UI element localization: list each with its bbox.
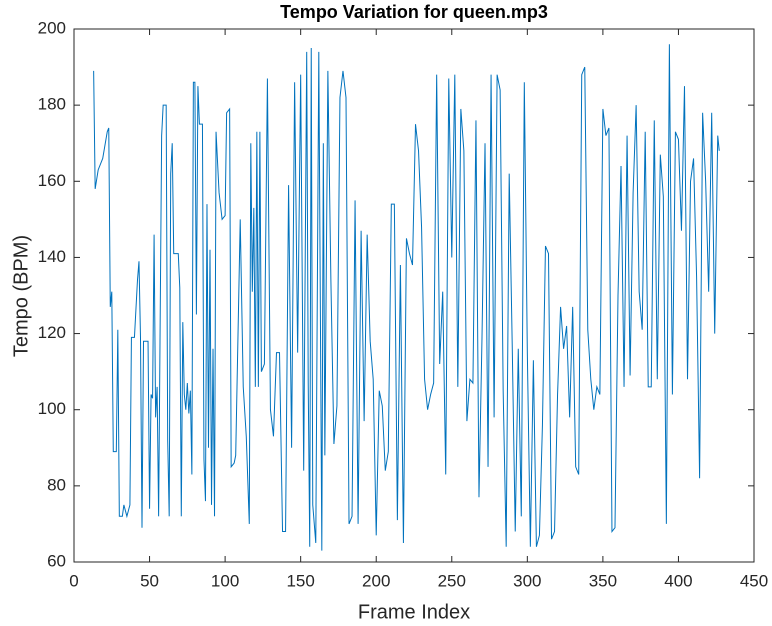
x-tick-label: 50 (140, 571, 159, 590)
x-tick-label: 250 (438, 571, 466, 590)
x-tick-label: 400 (664, 571, 692, 590)
x-axis-label: Frame Index (358, 601, 470, 623)
x-tick-label: 100 (211, 571, 239, 590)
y-tick-label: 60 (47, 551, 66, 570)
x-tick-label: 450 (740, 571, 768, 590)
plot-frame (73, 28, 755, 563)
x-tick-label: 0 (69, 571, 78, 590)
y-tick-label: 180 (38, 95, 66, 114)
chart-title: Tempo Variation for queen.mp3 (280, 2, 548, 22)
y-tick-label: 80 (47, 475, 66, 494)
y-tick-label: 200 (38, 18, 66, 37)
data-line (93, 44, 720, 551)
y-tick-label: 160 (38, 171, 66, 190)
y-axis-label: Tempo (BPM) (10, 235, 32, 357)
x-tick-label: 300 (513, 571, 541, 590)
x-tick-label: 350 (589, 571, 617, 590)
y-tick-label: 140 (38, 247, 66, 266)
y-tick-label: 120 (38, 323, 66, 342)
x-tick-label: 200 (362, 571, 390, 590)
x-tick-label: 150 (286, 571, 314, 590)
y-tick-label: 100 (38, 399, 66, 418)
